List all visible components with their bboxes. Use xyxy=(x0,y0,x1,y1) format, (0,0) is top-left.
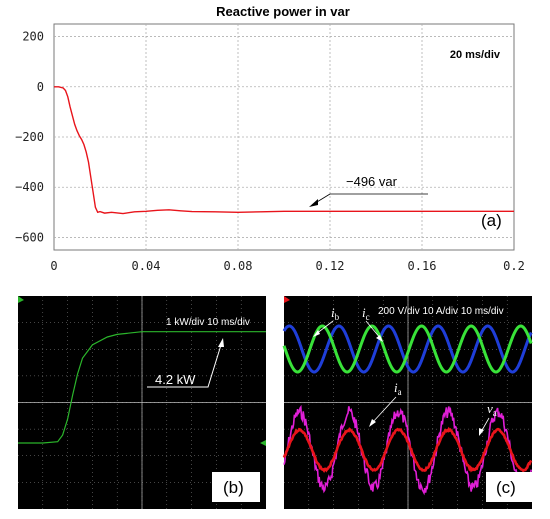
panel-label-box-b xyxy=(212,472,260,502)
y-tick-labels-a: 200 0 −200 −400 −600 xyxy=(15,30,44,245)
label-ia: ia xyxy=(394,380,402,397)
panel-label-box-c xyxy=(486,472,532,502)
panel-a: Reactive power in var 200 0 −200 −400 −600 0… xyxy=(15,4,525,273)
trace-ic xyxy=(282,324,533,374)
leader-ic xyxy=(365,320,382,340)
callout-leader-b xyxy=(147,344,222,388)
y-tick-label: −200 xyxy=(15,130,44,144)
trigger-marker-c xyxy=(284,296,290,303)
scope-scale-note-c: 200 V/div 10 A/div 10 ms/div xyxy=(378,306,504,317)
leader-ia xyxy=(371,396,397,424)
traces-c xyxy=(282,324,533,496)
annotation-value: −496 var xyxy=(346,174,398,189)
annotation-arrowhead xyxy=(309,199,318,207)
y-tick-label: −600 xyxy=(15,230,44,244)
trigger-marker-right xyxy=(260,440,266,446)
y-tick-label: −400 xyxy=(15,180,44,194)
x-tick-label: 0.08 xyxy=(224,259,253,273)
arrow-ic xyxy=(376,335,383,342)
label-ic: ic xyxy=(362,305,370,322)
arrow-ia xyxy=(369,419,376,427)
x-tick-label: 0.12 xyxy=(316,259,345,273)
panel-b: 1 kW/div 10 ms/div 4.2 kW (b) xyxy=(18,296,266,509)
trace-ib xyxy=(282,324,533,374)
callout-value-b: 4.2 kW xyxy=(155,372,196,387)
reactive-power-line xyxy=(54,86,514,215)
x-tick-label: 0 xyxy=(50,259,57,273)
x-tick-label: 0.2 xyxy=(503,259,525,273)
x-tick-label: 0.16 xyxy=(408,259,437,273)
trace-ia xyxy=(282,426,533,473)
panel-label-c: (c) xyxy=(496,478,516,497)
x-tick-labels-a: 0 0.04 0.08 0.12 0.16 0.2 xyxy=(50,259,524,273)
panel-label-b: (b) xyxy=(223,478,244,497)
label-va: va xyxy=(487,401,497,418)
arrow-va xyxy=(479,428,484,436)
panel-c: 200 V/div 10 A/div 10 ms/div ib ic ia va… xyxy=(282,296,533,509)
x-tick-label: 0.04 xyxy=(132,259,161,273)
time-scale-note-a: 20 ms/div xyxy=(450,49,501,61)
panel-label-a: (a) xyxy=(481,211,502,230)
y-tick-label: 200 xyxy=(22,30,44,44)
arrow-ib xyxy=(313,330,320,337)
chart-title: Reactive power in var xyxy=(216,4,350,19)
trace-va xyxy=(283,404,532,496)
callout-arrowhead-b xyxy=(218,338,224,347)
active-power-trace xyxy=(18,331,266,444)
label-ib: ib xyxy=(331,305,340,322)
scope-scale-note-b: 1 kW/div 10 ms/div xyxy=(166,317,250,328)
grid-a xyxy=(54,24,514,250)
y-tick-label: 0 xyxy=(37,80,44,94)
trigger-marker-top xyxy=(18,296,24,303)
